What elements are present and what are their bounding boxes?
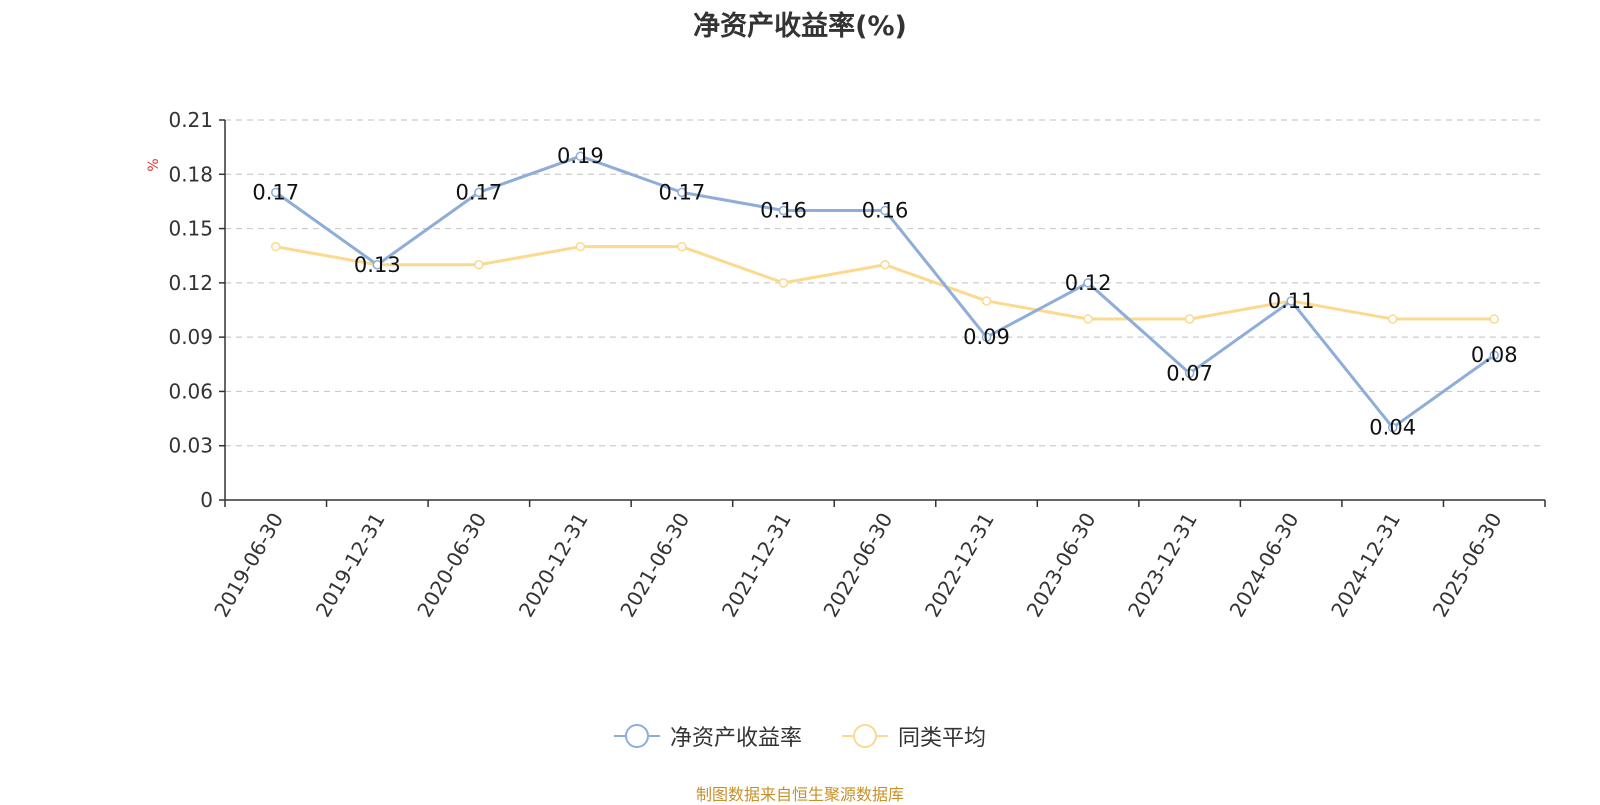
data-point-peer-average[interactable]: [1083, 314, 1093, 324]
data-label-roe: 0.04: [1369, 416, 1416, 440]
x-tick-label: 2021-12-31: [717, 509, 796, 622]
data-point-roe[interactable]: [372, 260, 383, 270]
data-point-roe[interactable]: [677, 187, 687, 198]
data-label-roe: 0.17: [659, 180, 706, 204]
data-labels: 0.17 0.13 0.17 0.19 0.17 0.16 0.16 0.09 0.12 0.07…: [252, 144, 1517, 439]
data-label-roe: 0.16: [760, 198, 807, 222]
x-tick-label: 2023-12-31: [1123, 509, 1202, 622]
data-point-roe[interactable]: [880, 205, 890, 216]
y-axis-unit-label: %: [146, 158, 162, 171]
x-tick-label: 2024-06-30: [1225, 509, 1304, 622]
y-tick-label: 0.03: [168, 434, 213, 458]
data-point-roe[interactable]: [981, 332, 992, 342]
y-tick-label: 0: [200, 488, 213, 512]
data-point-roe[interactable]: [1184, 368, 1195, 379]
data-point-peer-average[interactable]: [880, 260, 890, 270]
data-point-peer-average[interactable]: [271, 241, 281, 252]
legend-item-roe[interactable]: 净资产收益率: [612, 720, 802, 752]
y-tick-label: 0.12: [168, 271, 213, 295]
x-tick-label: 2019-06-30: [209, 509, 288, 622]
legend-marker-peer-average: [842, 724, 888, 748]
data-point-roe[interactable]: [1489, 350, 1499, 360]
data-point-roe[interactable]: [778, 205, 789, 216]
x-tick-label: 2022-06-30: [818, 509, 897, 622]
data-point-roe[interactable]: [1387, 422, 1398, 433]
data-label-roe: 0.12: [1065, 271, 1112, 295]
source-note: 制图数据来自恒生聚源数据库: [695, 785, 904, 804]
data-point-peer-average[interactable]: [1184, 314, 1195, 324]
data-label-roe: 0.09: [963, 325, 1010, 349]
data-point-peer-average[interactable]: [474, 260, 484, 270]
data-point-peer-average[interactable]: [1489, 314, 1499, 324]
axes: 0 0.03 0.06 0.09 0.12 0.15 0.18 0.21 2019-06-30 2…: [168, 108, 1546, 622]
legend-item-peer-average[interactable]: 同类平均: [840, 720, 986, 752]
data-point-roe[interactable]: [1083, 278, 1093, 288]
data-point-peer-average[interactable]: [1387, 314, 1398, 324]
data-point-peer-average[interactable]: [677, 241, 687, 252]
x-tick-label: 2025-06-30: [1428, 509, 1507, 622]
data-point-peer-average[interactable]: [778, 278, 789, 288]
x-tick-label: 2023-06-30: [1022, 509, 1101, 622]
data-point-peer-average[interactable]: [981, 296, 992, 306]
data-point-roe[interactable]: [271, 187, 281, 198]
x-tick-label: 2022-12-31: [920, 509, 999, 622]
y-tick-label: 0.09: [168, 325, 213, 349]
grid-lines: [225, 119, 1545, 447]
y-tick-label: 0.21: [168, 108, 213, 132]
x-tick-label: 2020-06-30: [412, 509, 491, 622]
data-label-roe: 0.17: [455, 180, 502, 204]
data-label-roe: 0.07: [1166, 361, 1213, 385]
y-tick-label: 0.18: [168, 162, 213, 186]
data-label-roe: 0.13: [354, 253, 401, 277]
data-label-roe: 0.11: [1268, 289, 1315, 313]
data-label-roe: 0.17: [252, 180, 299, 204]
data-label-roe: 0.16: [862, 198, 909, 222]
y-tick-label: 0.06: [168, 379, 213, 403]
data-label-roe: 0.19: [557, 144, 604, 168]
legend: 净资产收益率 同类平均: [0, 720, 1600, 760]
legend-marker-roe: [614, 724, 660, 748]
data-point-roe[interactable]: [474, 187, 484, 198]
x-tick-label: 2021-06-30: [615, 509, 694, 622]
chart-title: 净资产收益率(%): [693, 11, 907, 42]
data-label-roe: 0.08: [1471, 343, 1518, 367]
x-tick-label: 2020-12-31: [514, 509, 593, 622]
legend-label-peer-average: 同类平均: [898, 726, 987, 751]
series-lines: [271, 151, 1499, 433]
x-tick-label: 2024-12-31: [1326, 509, 1405, 622]
x-tick-label: 2019-12-31: [311, 509, 390, 622]
legend-label-roe: 净资产收益率: [670, 726, 803, 751]
data-point-roe[interactable]: [575, 151, 586, 161]
y-tick-label: 0.15: [168, 217, 213, 241]
data-point-roe[interactable]: [1286, 296, 1296, 306]
data-point-peer-average[interactable]: [575, 241, 586, 252]
